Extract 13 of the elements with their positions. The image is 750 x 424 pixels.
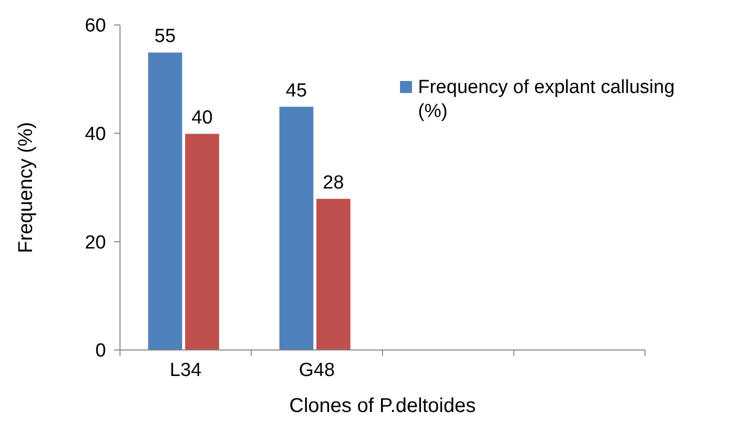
y-tick-label: 60 (84, 16, 106, 37)
data-label: 45 (286, 80, 307, 102)
x-axis-title: Clones of P.deltoides (289, 395, 476, 417)
data-label: 28 (322, 172, 344, 194)
data-label: 55 (154, 26, 176, 48)
y-axis-title: Frequency (%) (15, 122, 37, 254)
y-tick-label: 40 (84, 124, 106, 145)
x-tick-label: G48 (298, 360, 335, 381)
y-tick-label: 20 (84, 232, 106, 254)
data-label: 40 (192, 107, 213, 128)
x-tick-label: L34 (170, 360, 202, 381)
legend-label: Frequency of explant callusing (%) (418, 77, 675, 122)
y-tick-label: 0 (95, 340, 106, 362)
